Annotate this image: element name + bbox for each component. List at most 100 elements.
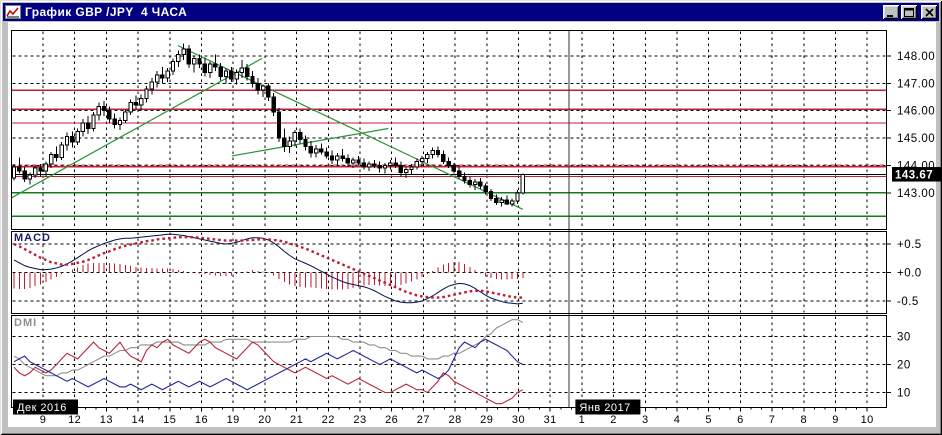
candle: [404, 166, 409, 178]
price-tick-label: 143.00: [897, 188, 935, 200]
macd-panel-label: MACD: [14, 232, 51, 244]
candle: [176, 50, 181, 67]
titlebar[interactable]: График GBP /JPY 4 ЧАСА: [3, 3, 939, 21]
date-label: 13: [100, 414, 113, 426]
date-label: 10: [861, 414, 874, 426]
candle: [510, 198, 515, 207]
candle: [467, 176, 473, 188]
candle: [207, 61, 213, 78]
candle: [499, 197, 504, 207]
candle: [213, 54, 218, 71]
grid: [12, 31, 886, 407]
candle: [149, 77, 155, 95]
candle: [276, 107, 282, 143]
current-price-tag: [892, 167, 941, 182]
maximize-button[interactable]: [901, 5, 917, 19]
candle: [329, 150, 335, 165]
candle: [107, 106, 112, 124]
date-label: 16: [195, 414, 208, 426]
candle: [239, 60, 245, 78]
candle: [361, 158, 367, 170]
date-label: 6: [737, 414, 744, 426]
candle: [414, 158, 420, 170]
date-label: 21: [290, 414, 303, 426]
date-label: 9: [40, 414, 47, 426]
date-label: 14: [131, 414, 144, 426]
candle: [22, 166, 27, 182]
date-label: 12: [68, 414, 81, 426]
candle: [38, 164, 43, 177]
date-label: 7: [769, 414, 776, 426]
candle: [282, 128, 287, 152]
date-label: 28: [448, 414, 461, 426]
price-tick-label: 145.00: [897, 133, 935, 145]
candle: [43, 161, 48, 177]
candle: [377, 161, 382, 173]
candles-series: [11, 43, 525, 207]
candle: [250, 70, 255, 88]
date-label: 15: [163, 414, 176, 426]
candle: [260, 84, 266, 97]
dmi-indicator-panel[interactable]: [11, 315, 887, 408]
candle: [520, 173, 525, 195]
candle: [128, 99, 133, 115]
candle: [133, 95, 139, 110]
candle: [139, 94, 144, 111]
price-tick-label: 148.00: [897, 51, 935, 63]
time-axis: 9 12 13 14 15 16 19 20 21 22 23 26 27 28 29 30 31 1 2 3 4 5 6 7…: [13, 399, 874, 426]
dmi-tick-label: 20: [897, 360, 911, 372]
candle: [435, 146, 441, 158]
candle: [425, 151, 430, 163]
candle: [112, 113, 117, 129]
candle: [160, 66, 165, 84]
candle: [170, 58, 176, 76]
candle: [266, 83, 271, 102]
candle: [70, 131, 75, 148]
macd-tick-label: +0.0: [897, 268, 922, 280]
dmi-adx-line: [13, 319, 524, 377]
close-button[interactable]: [921, 5, 937, 19]
candle: [419, 155, 425, 166]
price-axis: 148.00147.00146.00145.00144.00143.00+0.5…: [886, 51, 941, 400]
minimize-button[interactable]: [883, 5, 899, 19]
date-label: 8: [800, 414, 807, 426]
macd-tick-label: -0.5: [897, 296, 919, 308]
candle: [80, 118, 86, 137]
date-label: 1: [579, 414, 586, 426]
candle: [234, 69, 239, 85]
candle: [324, 147, 329, 159]
candle: [472, 179, 478, 191]
candle: [382, 162, 388, 174]
candle: [192, 55, 197, 73]
candle: [54, 146, 59, 162]
main-price-panel[interactable]: [11, 30, 887, 230]
candle: [462, 172, 467, 184]
candle: [17, 157, 22, 174]
candle: [48, 151, 54, 169]
candle: [197, 54, 202, 69]
candle: [165, 68, 170, 82]
date-label: 3: [642, 414, 649, 426]
close-icon: [924, 7, 934, 17]
macd-tick-label: +0.5: [897, 239, 922, 251]
date-label: 31: [544, 414, 557, 426]
candle: [33, 165, 38, 178]
price-tick-label: 146.00: [897, 106, 935, 118]
month-label-box: [575, 399, 641, 415]
candle: [483, 183, 488, 195]
candle: [223, 68, 229, 84]
candle: [86, 116, 91, 134]
dmi-panel-label: DMI: [14, 317, 37, 329]
candle: [446, 157, 451, 169]
candle: [117, 117, 123, 130]
candle: [144, 86, 149, 103]
window-title: График GBP /JPY 4 ЧАСА: [25, 5, 188, 19]
month-label: Янв 2017: [579, 402, 630, 414]
candle: [356, 155, 361, 166]
candle: [96, 102, 101, 121]
uptrend-minor: [231, 127, 389, 157]
candle: [345, 154, 351, 167]
candle: [292, 129, 298, 147]
candle: [313, 144, 319, 158]
